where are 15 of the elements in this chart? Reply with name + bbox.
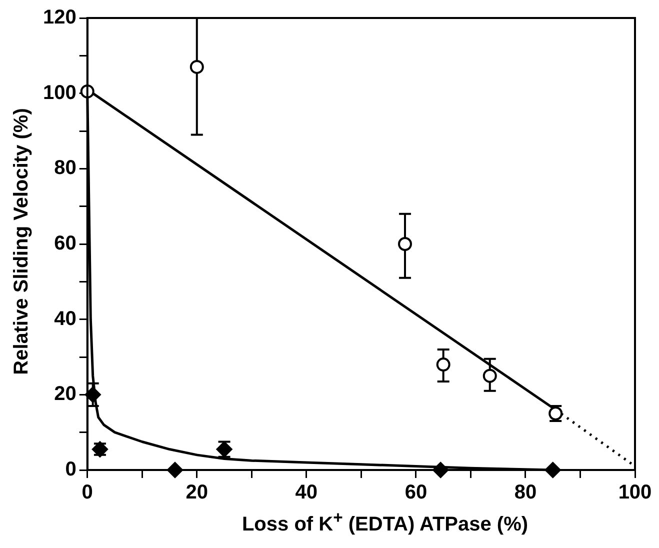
y-tick-label: 80: [54, 157, 76, 180]
x-axis-title: Loss of K$^{+}$ (EDTA) ATPase (%): [240, 508, 530, 537]
x-tick-label: 40: [295, 482, 318, 504]
y-tick-label: 40: [54, 308, 76, 330]
x-tick-label: 20: [186, 482, 208, 504]
x-tick-label: 0: [82, 482, 93, 504]
y-tick-label: 60: [54, 232, 76, 255]
y-tick-label: 100: [42, 82, 76, 104]
y-tick-label: 0: [65, 458, 76, 481]
y-axis-title: Relative Sliding Velocity (%): [10, 107, 34, 377]
x-tick-label: 60: [404, 482, 428, 504]
x-tick-label: 80: [514, 482, 537, 504]
x-tick-label: 100: [618, 482, 652, 504]
y-tick-label: 120: [42, 6, 76, 29]
y-tick-label: 20: [54, 383, 76, 406]
